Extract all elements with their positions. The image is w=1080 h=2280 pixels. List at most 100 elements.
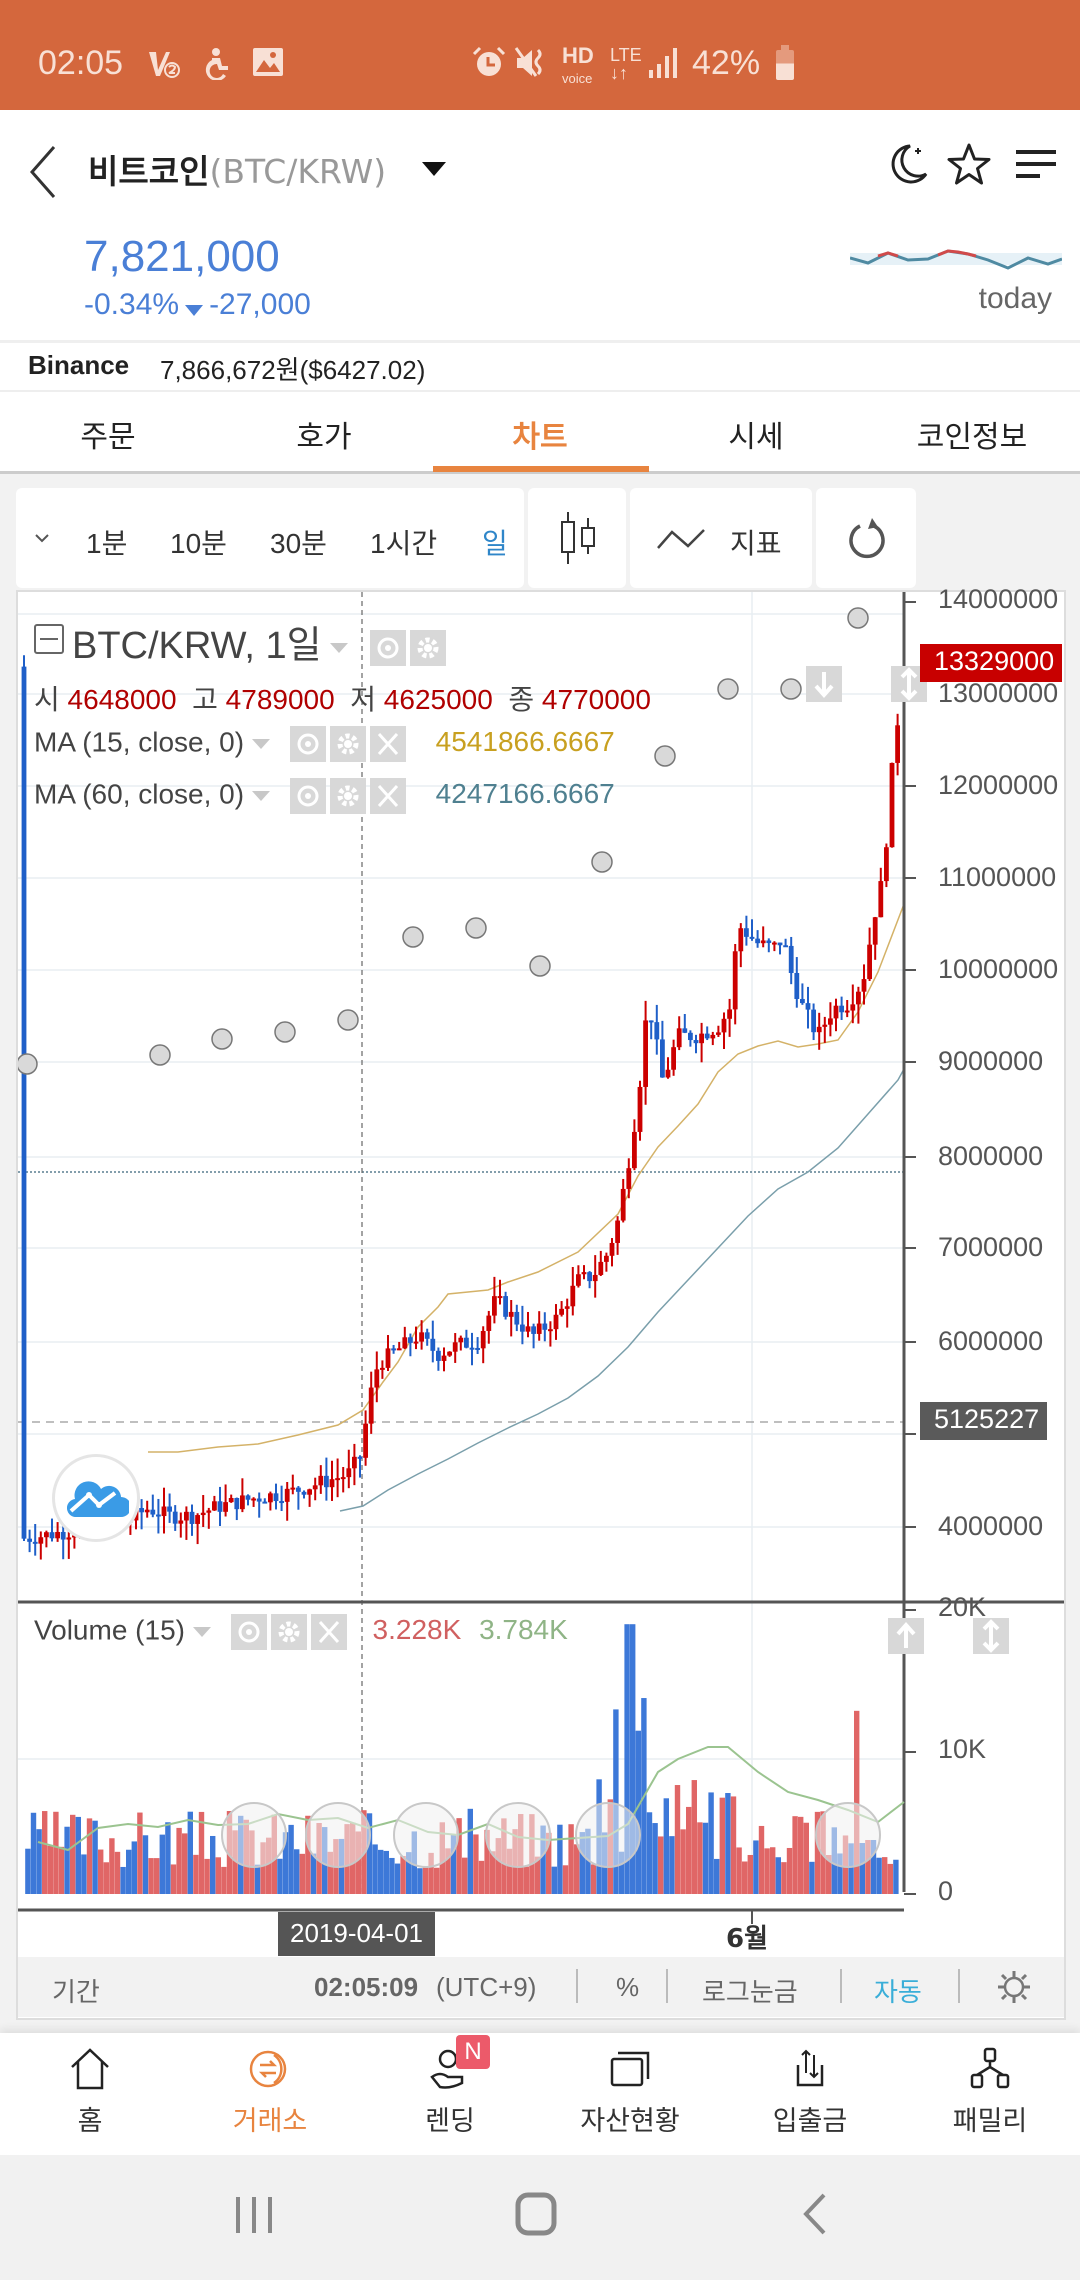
favorite-star-icon[interactable]: [944, 140, 994, 190]
tab-orderbook[interactable]: 호가: [296, 420, 352, 455]
divider: [958, 1969, 960, 2003]
collapse-icon[interactable]: [34, 624, 64, 654]
ma60-row: MA (60, close, 0) 4247166.6667: [34, 778, 615, 814]
nav-family[interactable]: 패밀리: [900, 2033, 1080, 2155]
gallery-icon: [252, 46, 284, 84]
price-chart-canvas[interactable]: [18, 592, 1064, 1957]
y-tick: 4000000: [938, 1511, 1044, 1541]
lte-icon: LTE ↓↑: [610, 45, 642, 83]
tab-chart[interactable]: 차트: [512, 420, 568, 455]
volume-scale-vertical-icon[interactable]: [973, 1618, 1010, 1654]
nav-lending[interactable]: N 렌딩: [360, 2033, 540, 2155]
coin-title[interactable]: 비트코인(BTC/KRW): [88, 145, 386, 193]
sparkline-label: today: [978, 282, 1052, 315]
accessibility-icon: [204, 46, 232, 86]
reset-chart-button[interactable]: [816, 488, 916, 588]
auto-scale-toggle[interactable]: 자동: [874, 1977, 922, 2007]
ma15-settings-gear-icon[interactable]: [329, 726, 366, 762]
high-label: 고: [192, 684, 218, 715]
volume-dropdown-caret-icon[interactable]: [192, 1627, 211, 1637]
high-value: 4789000: [225, 684, 335, 715]
ma15-dropdown-caret-icon[interactable]: [252, 739, 271, 749]
y-tick: 13000000: [938, 678, 1059, 708]
tab-coin-info[interactable]: 코인정보: [916, 420, 1028, 455]
interval-1hour[interactable]: 1시간: [370, 528, 438, 559]
volume-y-tick: 0: [938, 1876, 954, 1906]
alarm-icon: [472, 46, 506, 86]
close-value: 4770000: [541, 684, 651, 715]
y-tick: 11000000: [938, 862, 1057, 892]
x-tick-month: 6월: [726, 1924, 769, 1954]
battery-percent: 42%: [692, 44, 761, 82]
nav-assets[interactable]: 자산현황: [540, 2033, 720, 2155]
interval-day[interactable]: 일: [482, 528, 508, 559]
chevron-down-icon[interactable]: [32, 528, 52, 548]
active-tab-indicator: [433, 466, 649, 472]
back-icon[interactable]: [24, 143, 64, 201]
percent-toggle[interactable]: %: [616, 1972, 640, 2002]
ma15-remove-close-icon[interactable]: [369, 726, 406, 762]
crosshair-price-tag: 5125227: [920, 1402, 1048, 1440]
nav-deposit-withdraw[interactable]: 입출금: [720, 2033, 900, 2155]
interval-1min[interactable]: 1분: [86, 528, 128, 559]
nav-home[interactable]: 홈: [0, 2033, 180, 2155]
interval-10min[interactable]: 10분: [170, 528, 227, 559]
battery-icon: [776, 45, 794, 80]
coin-dropdown-caret-icon[interactable]: [422, 162, 446, 176]
home-icon: [71, 2048, 109, 2090]
recent-apps-icon[interactable]: [232, 2193, 276, 2237]
current-price: 7,821,000: [84, 232, 280, 281]
back-button-icon[interactable]: [800, 2191, 830, 2237]
chart-type-button[interactable]: [528, 488, 626, 588]
timezone[interactable]: (UTC+9): [436, 1972, 537, 2002]
period-button[interactable]: 기간: [52, 1977, 100, 2007]
volume-settings-gear-icon[interactable]: [270, 1614, 307, 1650]
chart-settings-gear-icon[interactable]: [996, 1969, 1032, 2005]
ma60-remove-close-icon[interactable]: [369, 778, 406, 814]
symbol-dropdown-caret-icon[interactable]: [329, 642, 348, 653]
volume-visibility-icon[interactable]: [230, 1614, 267, 1650]
cloud-save-button[interactable]: [52, 1454, 140, 1542]
chart-settings-gear-icon[interactable]: [410, 629, 447, 666]
menu-icon[interactable]: [1012, 140, 1062, 190]
tab-market-price[interactable]: 시세: [728, 420, 784, 455]
divider: [840, 1969, 842, 2003]
open-label: 시: [34, 684, 60, 715]
coin-name: 비트코인: [88, 152, 210, 191]
ma60-settings-gear-icon[interactable]: [329, 778, 366, 814]
low-label: 저: [350, 684, 377, 715]
tab-order[interactable]: 주문: [80, 420, 136, 455]
night-mode-icon[interactable]: [882, 140, 932, 190]
deposit-withdraw-icon: [796, 2049, 824, 2087]
interval-30min[interactable]: 30분: [270, 528, 327, 559]
log-scale-toggle[interactable]: 로그눈금: [702, 1977, 798, 2007]
tab-bar: 주문 호가 차트 시세 코인정보: [0, 390, 1080, 474]
family-icon: [970, 2047, 1010, 2089]
y-tick: 10000000: [938, 954, 1059, 984]
volume-remove-close-icon[interactable]: [310, 1614, 347, 1650]
ma15-value: 4541866.6667: [435, 726, 615, 758]
chart-panel[interactable]: BTC/KRW, 1일 시 4648000 고 4789000 저 462500…: [16, 584, 1066, 2020]
candlesticks: [21, 655, 900, 1560]
ma60-value: 4247166.6667: [435, 778, 615, 810]
status-time: 02:05: [38, 44, 124, 82]
exchange-icon: [249, 2050, 287, 2088]
scroll-up-arrow-icon[interactable]: [888, 1618, 925, 1654]
home-button-icon[interactable]: [514, 2191, 558, 2237]
ma15-row: MA (15, close, 0) 4541866.6667: [34, 726, 615, 762]
volume-ma-value: 3.784K: [479, 1614, 568, 1646]
scroll-down-arrow-icon[interactable]: [806, 666, 842, 702]
clock: 02:05:09: [314, 1972, 419, 2002]
volume-label: Volume (15): [34, 1614, 185, 1646]
chart-symbol-row: BTC/KRW, 1일: [34, 614, 450, 669]
ma15-visibility-icon[interactable]: [289, 726, 326, 762]
nav-exchange[interactable]: 거래소: [180, 2033, 360, 2155]
interval-group: 1분 10분 30분 1시간 일: [16, 488, 524, 588]
indicator-button[interactable]: 지표: [630, 488, 812, 588]
cloud-chart-icon: [67, 1481, 129, 1518]
y-tick: 7000000: [938, 1232, 1044, 1262]
nav-label: 입출금: [772, 2106, 848, 2137]
ma60-dropdown-caret-icon[interactable]: [252, 791, 271, 801]
chart-visibility-icon[interactable]: [370, 629, 407, 666]
ma60-visibility-icon[interactable]: [289, 778, 326, 814]
